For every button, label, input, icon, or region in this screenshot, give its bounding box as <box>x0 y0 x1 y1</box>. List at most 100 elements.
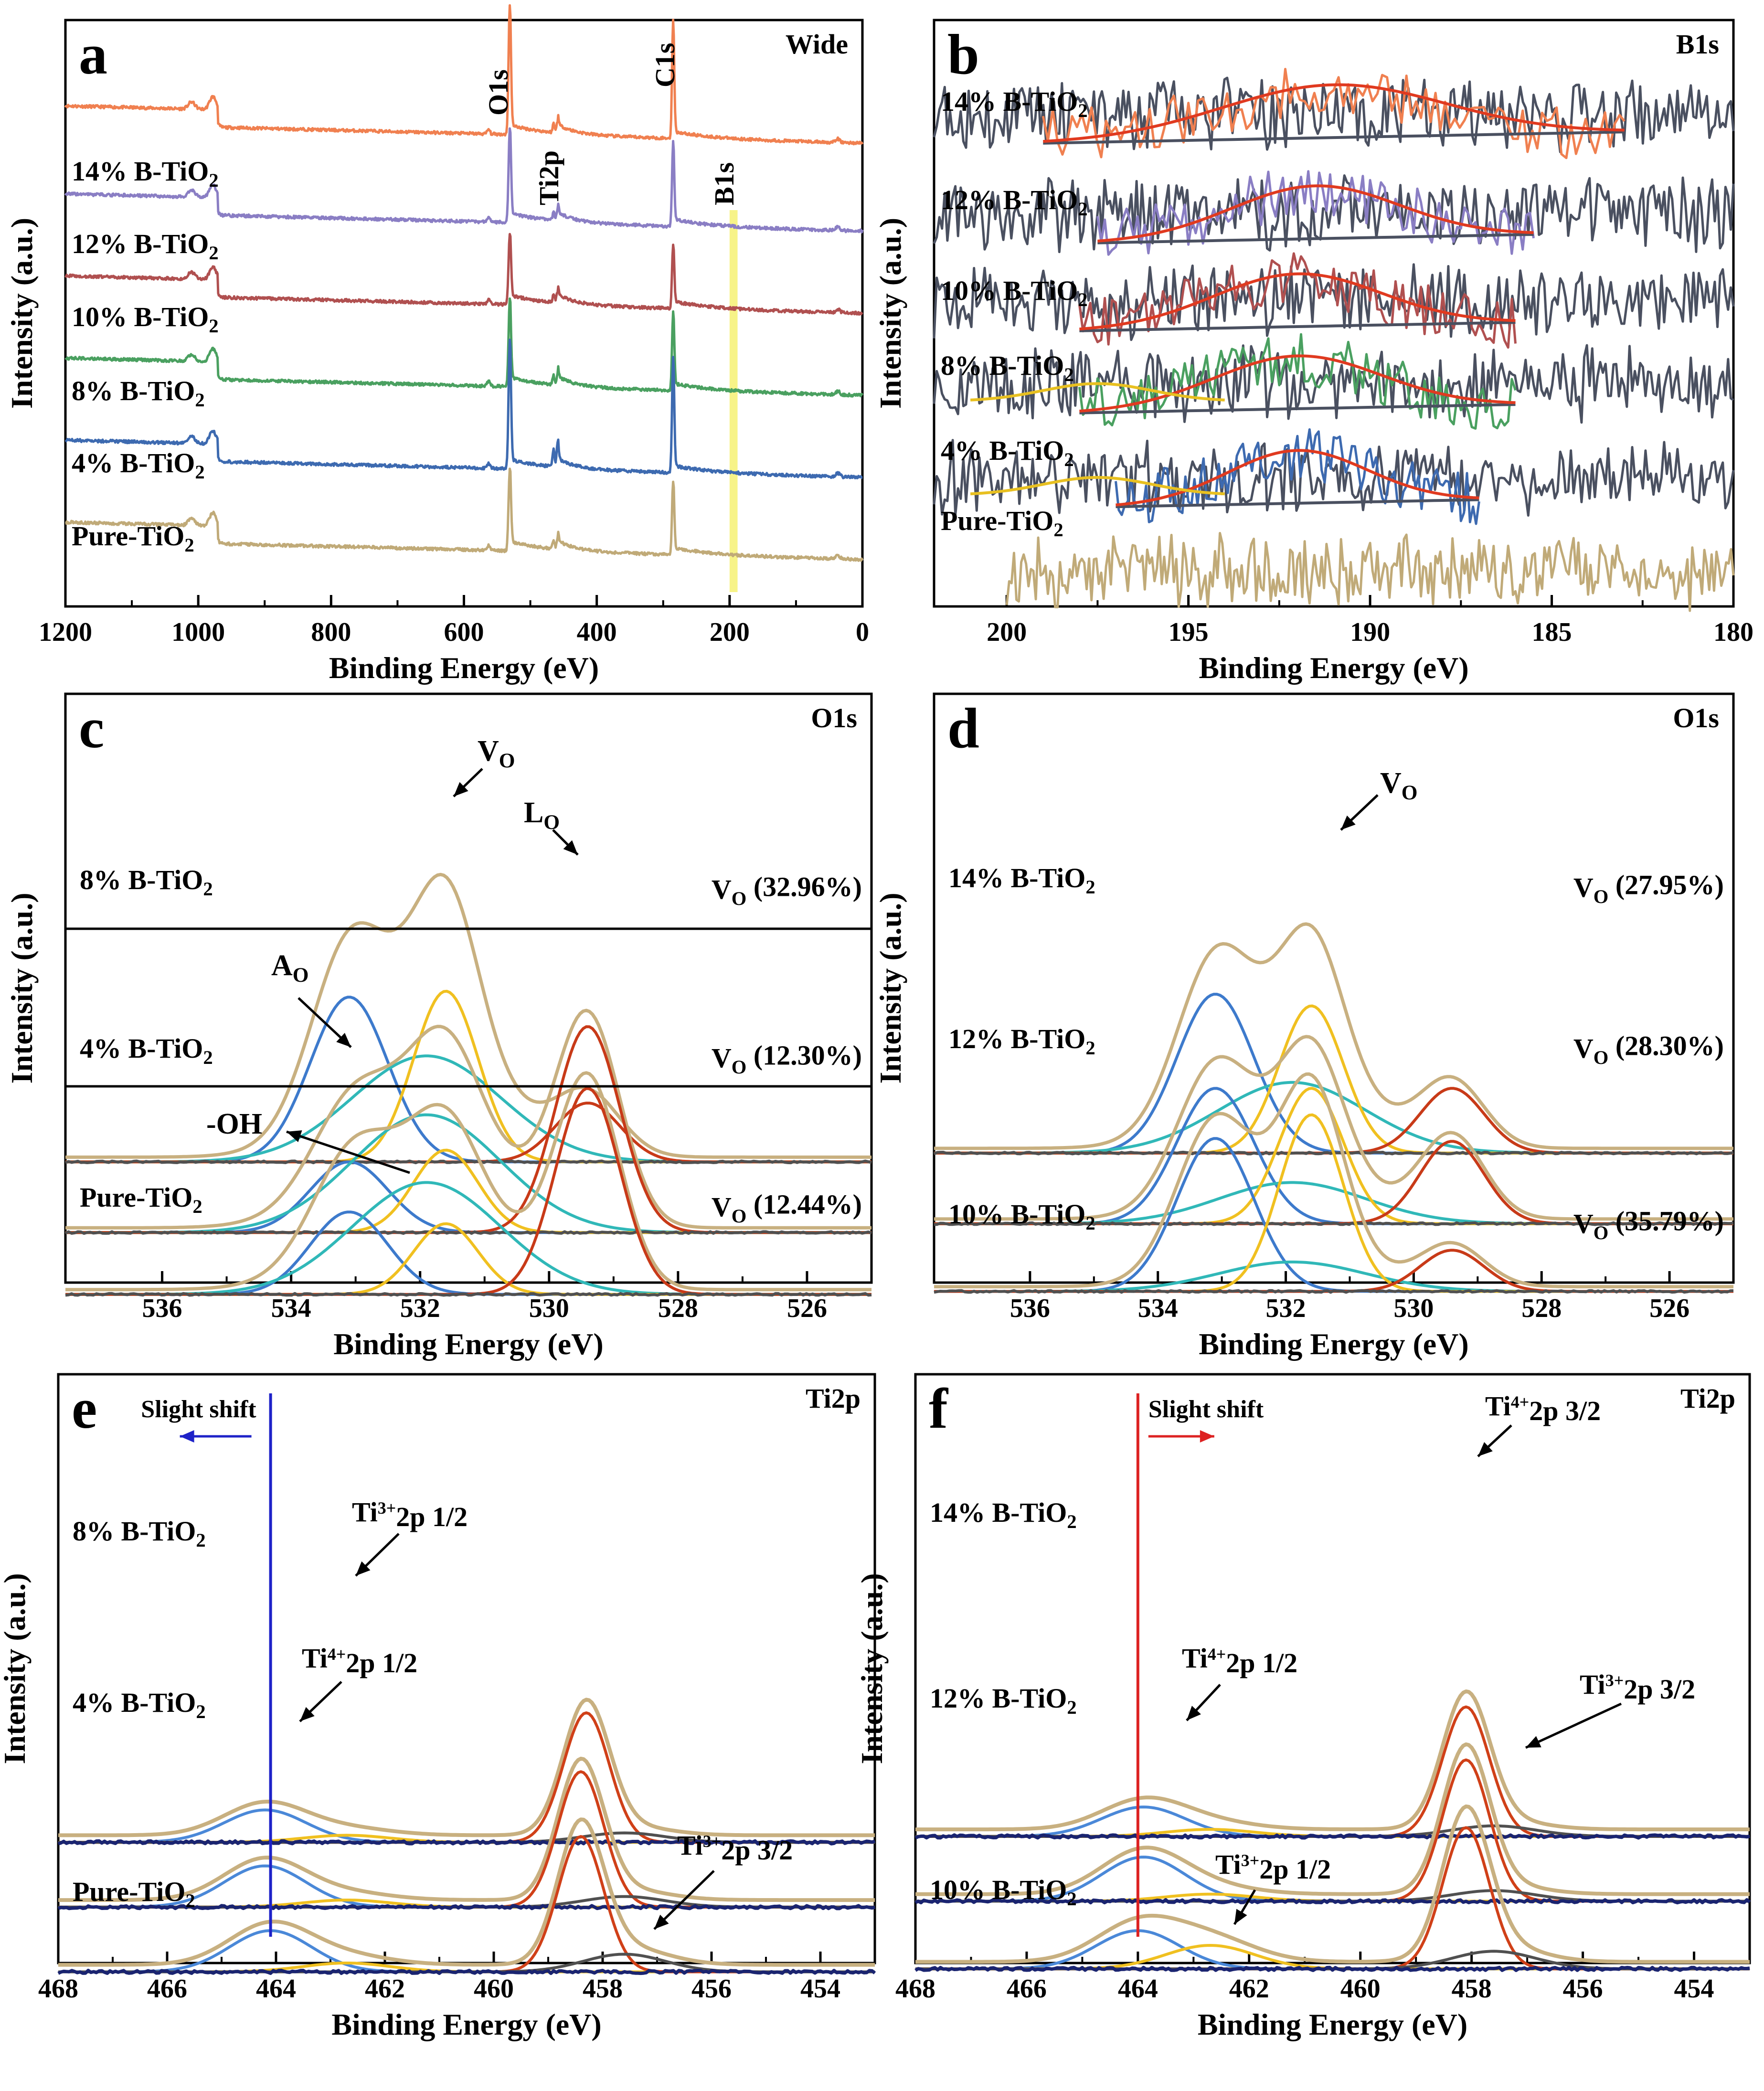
slight-shift-label: Slight shift <box>141 1396 256 1423</box>
text-part: O <box>543 811 560 834</box>
text-part: C1s <box>649 43 680 87</box>
fit-curve <box>1079 354 1516 413</box>
text-part: 185 <box>1532 617 1572 647</box>
panel-f: 468 466 464 462 460 458 456 454 Binding Energy (… <box>855 1373 1751 2041</box>
panel-title: B1s <box>1676 29 1719 60</box>
peak-label-b1s: B1s <box>709 162 740 205</box>
text-part: 536 <box>1010 1294 1050 1323</box>
baseline <box>57 1839 876 1846</box>
text-part: O1s <box>811 702 857 733</box>
envelope-fit <box>915 1804 1750 1964</box>
annotation-arrow-head <box>1200 1430 1214 1443</box>
text-part: 2 <box>196 1701 205 1722</box>
annotation-ti-peak: Ti3+2p 1/2 <box>1215 1849 1331 1885</box>
annotation-arrow-head <box>300 1707 315 1721</box>
text-part: Ti <box>302 1643 328 1674</box>
vo-percent-label: VO (12.44%) <box>712 1189 862 1227</box>
baseline <box>64 1159 872 1165</box>
text-part: 14% B-TiO <box>941 86 1078 117</box>
envelope-fit <box>58 1756 875 1902</box>
text-part: Pure-TiO <box>941 505 1053 536</box>
text-part: 3+ <box>1241 1851 1259 1870</box>
text-part: O <box>293 964 309 987</box>
fit-baseline <box>1079 403 1516 414</box>
annotation-arrow-head <box>356 1561 371 1576</box>
annotation-lo: LO <box>524 796 560 834</box>
text-part: V <box>1573 872 1594 903</box>
x-axis-label: Binding Energy (eV) <box>331 2007 601 2041</box>
text-part: 2 <box>195 461 204 483</box>
text-part: 464 <box>1118 1974 1158 2004</box>
text-part: (32.96%) <box>746 871 862 902</box>
envelope-fit <box>934 1072 1733 1289</box>
panel-title: Ti2p <box>806 1383 861 1414</box>
slight-shift-label: Slight shift <box>1148 1396 1264 1423</box>
text-part: 2 <box>1064 364 1073 385</box>
text-part: 460 <box>474 1974 514 2004</box>
x-tick-label: 458 <box>583 1974 623 2004</box>
text-part: Ti2p <box>533 150 564 205</box>
text-part: 2p 1/2 <box>1226 1647 1297 1678</box>
panel-title: O1s <box>811 702 857 733</box>
sample-label: 4% B-TiO2 <box>73 1687 206 1722</box>
peak-label-c1s: C1s <box>649 43 680 87</box>
sample-label: Pure-TiO2 <box>80 1182 202 1217</box>
text-part: 190 <box>1350 617 1390 647</box>
text-part: 466 <box>147 1974 187 2004</box>
annotation-ti-peak: Ti4+2p 1/2 <box>302 1643 417 1678</box>
text-part: (28.30%) <box>1608 1030 1724 1061</box>
panel-letter: b <box>947 22 979 86</box>
x-tick-label: 534 <box>271 1294 311 1323</box>
text-part: 2 <box>1067 1511 1076 1532</box>
text-part: 536 <box>142 1294 182 1323</box>
raw-spectrum <box>933 263 1735 341</box>
x-tick-label: 466 <box>147 1974 187 2004</box>
text-part: 2p 1/2 <box>1259 1854 1331 1885</box>
envelope-fit <box>915 1742 1750 1896</box>
text-part: 8% B-TiO <box>72 375 195 406</box>
x-tick-label: 200 <box>987 617 1027 647</box>
sample-label: 12% B-TiO2 <box>941 184 1088 220</box>
sample-label: 8% B-TiO2 <box>72 375 205 411</box>
x-axis-label: Binding Energy (eV) <box>333 1327 603 1361</box>
text-part: B1s <box>1676 29 1719 60</box>
fit-curve <box>1097 184 1534 243</box>
panel-letter: a <box>79 22 107 86</box>
text-part: 1000 <box>171 617 225 647</box>
x-tick-label: 454 <box>800 1974 840 2004</box>
text-part: 12% B-TiO <box>948 1023 1085 1054</box>
y-axis-label: Intensity (a.u.) <box>873 218 907 409</box>
text-part: Ti2p <box>1680 1383 1735 1414</box>
text-part: 4% B-TiO <box>73 1687 196 1718</box>
text-part: Pure-TiO <box>72 520 184 552</box>
panel-d: 536 534 532 530 528 526 Binding Energy (eV) Int… <box>873 692 1735 1361</box>
envelope-fit <box>934 1035 1733 1221</box>
panel-letter: e <box>72 1377 97 1440</box>
annotation-arrow-head <box>654 1914 669 1929</box>
fit-baseline <box>1097 233 1534 244</box>
text-part: 3+ <box>703 1832 721 1851</box>
text-part: 10% B-TiO <box>72 301 209 332</box>
panel-letter: c <box>79 696 104 760</box>
baseline <box>914 1833 1750 1840</box>
component-ti4-2p32 <box>915 1705 1750 1838</box>
x-tick-label: 530 <box>1393 1294 1434 1323</box>
x-tick-label: 528 <box>1521 1294 1562 1323</box>
text-part: 12% B-TiO <box>72 228 209 259</box>
sample-label: 10% B-TiO2 <box>930 1874 1077 1910</box>
fit-curve <box>1116 449 1479 507</box>
text-part: (12.44%) <box>746 1189 862 1220</box>
text-part: Ti2p <box>806 1383 861 1414</box>
text-part: 2 <box>1067 1697 1076 1718</box>
x-tick-label: 1200 <box>39 617 92 647</box>
x-tick-label: 460 <box>1340 1974 1381 2004</box>
vo-percent-label: VO (12.30%) <box>712 1040 862 1078</box>
text-part: 10% B-TiO <box>948 1199 1085 1230</box>
fit-baseline <box>1116 498 1479 509</box>
text-part: Ti <box>677 1830 703 1861</box>
x-tick-label: 456 <box>691 1974 732 2004</box>
text-part: c <box>79 696 104 760</box>
text-part: Intensity (a.u.) <box>873 218 907 409</box>
annotation-arrow-head <box>1341 815 1356 830</box>
text-part: L <box>524 796 543 829</box>
